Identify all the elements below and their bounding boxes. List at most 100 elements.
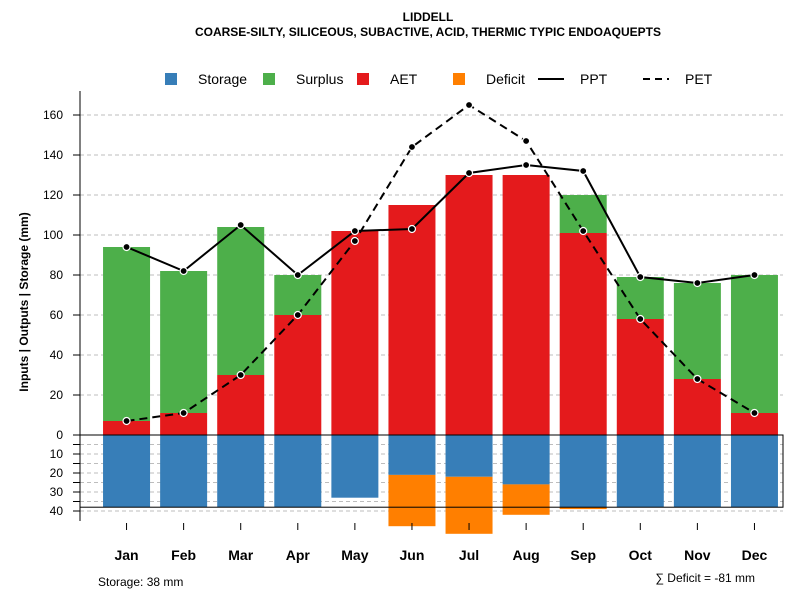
bars xyxy=(103,175,778,534)
ppt-point xyxy=(464,168,474,178)
y-tick-label: 80 xyxy=(50,268,64,282)
x-tick-label: Jun xyxy=(400,547,425,563)
y-tick-label: 160 xyxy=(43,108,63,122)
y-axis-label: Inputs | Outputs | Storage (mm) xyxy=(17,212,31,391)
surplus-bar xyxy=(217,227,265,375)
pet-point xyxy=(464,100,474,110)
ppt-point xyxy=(179,266,188,276)
legend-label: Deficit xyxy=(486,71,525,87)
pet-point xyxy=(350,236,359,246)
chart-title: LIDDELL xyxy=(403,10,454,24)
aet-bar xyxy=(274,315,322,435)
pet-point xyxy=(750,408,759,418)
ppt-point xyxy=(693,278,702,288)
y-tick-label: 40 xyxy=(50,348,64,362)
y-tick-label: 120 xyxy=(43,188,63,202)
pet-point xyxy=(407,142,417,152)
deficit-bar xyxy=(502,484,550,515)
storage-bar xyxy=(616,435,664,508)
x-tick-label: Sep xyxy=(570,547,596,563)
ppt-point xyxy=(350,226,359,236)
storage-bar xyxy=(274,435,322,508)
x-tick-label: Dec xyxy=(742,547,768,563)
y-tick-label: 20 xyxy=(50,466,64,480)
aet-bar xyxy=(502,175,550,435)
storage-bar xyxy=(103,435,151,508)
y-tick-label: 40 xyxy=(50,504,64,518)
axes: 0 20 40 60 80 100 120 140 160 10 20 30 40 Jan Feb Mar Ap… xyxy=(43,91,784,563)
ppt-point xyxy=(236,220,245,230)
ppt-point xyxy=(636,272,645,282)
storage-bar xyxy=(445,435,493,477)
legend-swatch xyxy=(357,73,369,85)
aet-bar xyxy=(160,413,208,435)
aet-bar xyxy=(445,175,493,435)
pet-point xyxy=(693,374,702,384)
storage-bar xyxy=(673,435,721,508)
x-tick-label: Jan xyxy=(114,547,138,563)
pet-line xyxy=(126,103,755,422)
ppt-point xyxy=(522,160,531,170)
legend-swatch xyxy=(263,73,275,85)
aet-bar xyxy=(331,231,379,435)
aet-bar xyxy=(673,379,721,435)
surplus-bar xyxy=(160,271,208,413)
storage-bar xyxy=(388,435,436,475)
storage-bar xyxy=(331,435,379,498)
footer-deficit: ∑ Deficit = -81 mm xyxy=(655,571,755,585)
ppt-point xyxy=(407,224,417,234)
pet-point xyxy=(579,226,588,236)
y-tick-label: 30 xyxy=(50,485,64,499)
x-tick-label: Feb xyxy=(171,547,196,563)
legend-label: Surplus xyxy=(296,71,343,87)
ppt-point xyxy=(579,166,588,176)
storage-bar xyxy=(559,435,607,508)
x-tick-label: Apr xyxy=(286,547,311,563)
y-tick-label: 140 xyxy=(43,148,63,162)
pet-point xyxy=(636,314,645,324)
pet-point xyxy=(122,416,131,426)
chart-subtitle: COARSE-SILTY, SILICEOUS, SUBACTIVE, ACID… xyxy=(195,25,661,39)
ppt-point xyxy=(122,242,131,252)
legend-swatch xyxy=(165,73,177,85)
pet-point xyxy=(293,310,302,320)
legend-label: PPT xyxy=(580,71,608,87)
legend-label: Storage xyxy=(198,71,247,87)
surplus-bar xyxy=(673,283,721,379)
y-tick-label: 100 xyxy=(43,228,63,242)
y-tick-label: 0 xyxy=(56,428,63,442)
y-tick-label: 10 xyxy=(50,447,64,461)
x-tick-label: May xyxy=(341,547,368,563)
ppt-line xyxy=(126,163,755,285)
pet-point xyxy=(236,370,245,380)
aet-bar xyxy=(730,413,778,435)
x-tick-label: Oct xyxy=(629,547,653,563)
footer-storage: Storage: 38 mm xyxy=(98,575,183,589)
series-lines xyxy=(122,100,759,426)
storage-bar xyxy=(217,435,265,508)
y-tick-label: 20 xyxy=(50,388,64,402)
aet-bar xyxy=(103,421,151,435)
pet-point xyxy=(179,408,188,418)
y-tick-label: 60 xyxy=(50,308,64,322)
x-tick-label: Mar xyxy=(228,547,253,563)
storage-bar xyxy=(730,435,778,508)
pet-point xyxy=(522,136,531,146)
aet-bar xyxy=(217,375,265,435)
ppt-point xyxy=(750,270,759,280)
x-tick-label: Nov xyxy=(684,547,711,563)
surplus-bar xyxy=(730,275,778,413)
aet-bar xyxy=(388,205,436,435)
deficit-bar xyxy=(388,474,436,527)
x-tick-label: Jul xyxy=(459,547,479,563)
storage-bar xyxy=(502,435,550,485)
storage-bar xyxy=(160,435,208,508)
legend-swatch xyxy=(453,73,465,85)
aet-bar xyxy=(616,319,664,435)
legend-label: PET xyxy=(685,71,713,87)
surplus-bar xyxy=(616,277,664,319)
legend: Storage Surplus AET Deficit PPT PET xyxy=(165,71,713,87)
ppt-point xyxy=(293,270,302,280)
x-tick-label: Aug xyxy=(513,547,540,563)
